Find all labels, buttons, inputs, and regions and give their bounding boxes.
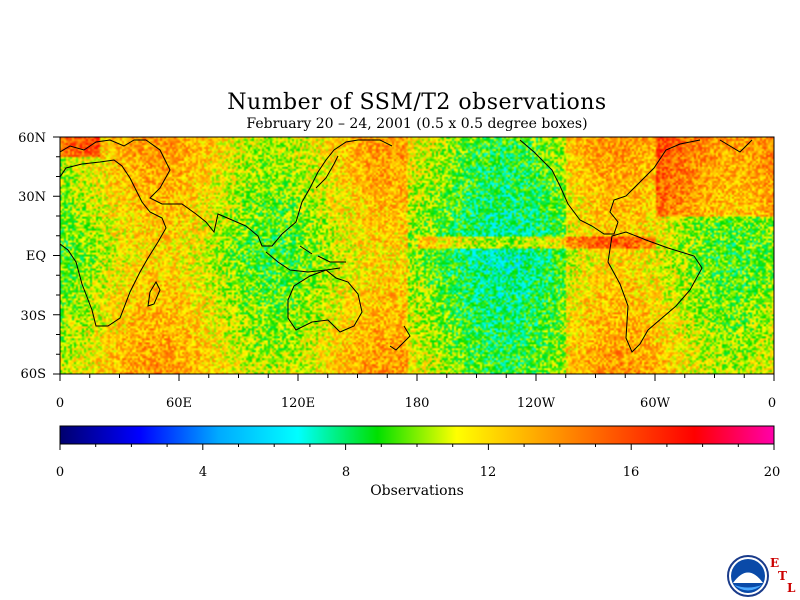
coastline-south-america bbox=[607, 231, 703, 353]
colorbar-tick-8: 8 bbox=[342, 465, 350, 480]
lon-label-180: 180 bbox=[405, 396, 430, 411]
noaa-logo bbox=[727, 555, 769, 597]
lat-label-30s: 30S bbox=[21, 309, 46, 324]
coastline-africa bbox=[60, 159, 167, 327]
etl-letter-l: L bbox=[787, 581, 796, 595]
etl-letter-t: T bbox=[778, 569, 787, 583]
observation-heatmap bbox=[60, 137, 774, 374]
lat-label-60n: 60N bbox=[18, 131, 46, 146]
lat-label-eq: EQ bbox=[26, 249, 46, 264]
latitude-labels: 60N 30N EQ 30S 60S bbox=[18, 131, 46, 382]
lon-label-120w: 120W bbox=[517, 396, 556, 411]
colorbar-tick-4: 4 bbox=[199, 465, 207, 480]
colorbar-tick-0: 0 bbox=[56, 465, 64, 480]
lon-label-0-east: 0 bbox=[768, 396, 776, 411]
etl-letter-e: E bbox=[770, 556, 780, 570]
colorbar-ticks bbox=[59, 444, 775, 450]
colorbar-tick-16: 16 bbox=[623, 465, 640, 480]
lat-label-60s: 60S bbox=[21, 367, 46, 382]
coastline-north-america bbox=[519, 139, 701, 235]
coastlines bbox=[60, 139, 753, 353]
noaa-logo-wave-icon bbox=[734, 585, 762, 591]
noaa-logo-bird-icon bbox=[733, 572, 763, 583]
lon-label-120e: 120E bbox=[281, 396, 315, 411]
coastline-asia bbox=[145, 139, 393, 247]
colorbar-tick-12: 12 bbox=[480, 465, 497, 480]
lon-label-60e: 60E bbox=[166, 396, 192, 411]
coastline-japan bbox=[315, 155, 339, 189]
colorbar-tick-20: 20 bbox=[764, 465, 781, 480]
coastline-greenland bbox=[719, 139, 753, 153]
colorbar-label: Observations bbox=[370, 483, 464, 499]
coastline-australia bbox=[287, 269, 363, 333]
colorbar-scale bbox=[60, 426, 774, 444]
coastline-europe bbox=[60, 139, 146, 153]
coastline-indonesia bbox=[265, 245, 346, 273]
lat-label-30n: 30N bbox=[18, 190, 46, 205]
map-subtitle: February 20 – 24, 2001 (0.5 x 0.5 degree… bbox=[246, 116, 588, 132]
colorbar: 0 4 8 12 16 20 Observations bbox=[56, 425, 780, 499]
colorbar-tick-labels: 0 4 8 12 16 20 bbox=[56, 465, 780, 480]
coastline-new-zealand bbox=[389, 325, 411, 351]
map-panel bbox=[59, 136, 775, 375]
coastline-madagascar bbox=[147, 280, 161, 307]
map-title: Number of SSM/T2 observations bbox=[227, 90, 607, 115]
axis-ticks bbox=[53, 136, 775, 381]
lon-label-0: 0 bbox=[56, 396, 64, 411]
longitude-labels: 0 60E 120E 180 120W 60W 0 bbox=[56, 396, 776, 411]
lon-label-60w: 60W bbox=[640, 396, 671, 411]
